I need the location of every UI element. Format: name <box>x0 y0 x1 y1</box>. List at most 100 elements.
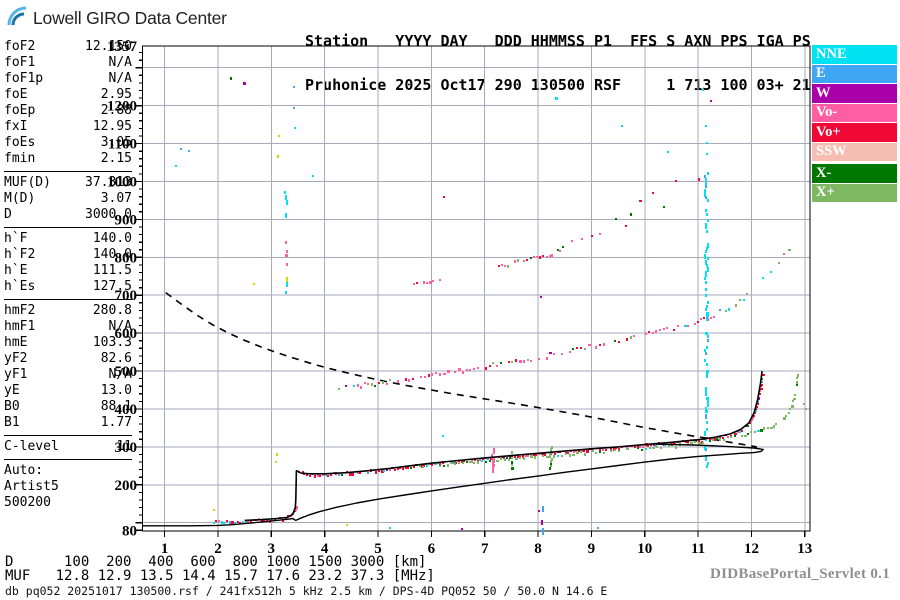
param-row-hmF1: hmF1 N/A <box>4 319 132 335</box>
param-label: hmF2 <box>4 303 36 318</box>
param-row-foF2: foF2 12.150 <box>4 39 132 55</box>
servlet-version-label: DIDBasePortal_Servlet 0.1 <box>710 566 890 582</box>
x-axis-tick-label: 1 <box>161 541 169 557</box>
param-label: C-level <box>4 439 59 454</box>
param-label: h`F2 <box>4 247 36 262</box>
legend-item-Vo: Vo- <box>812 103 897 122</box>
param-value: 127.5 <box>92 279 132 294</box>
legend-item-SSW: SSW <box>812 142 897 161</box>
param-row-MD: M(D) 3.07 <box>4 191 132 207</box>
station-header-values: Pruhonice 2025 Oct17 290 130500 RSF 1 71… <box>305 75 811 94</box>
param-value: N/A <box>108 71 132 86</box>
y-axis-tick-label: 900 <box>115 212 138 228</box>
param-value: 13.0 <box>100 383 132 398</box>
y-axis-tick-label: 300 <box>115 440 138 456</box>
y-axis-tick-label: 800 <box>115 250 138 266</box>
y-axis-tick-label: 1200 <box>107 99 137 115</box>
param-label: foEs <box>4 135 36 150</box>
param-row-hmE: hmE 103.3 <box>4 335 132 351</box>
x-axis-tick-label: 7 <box>481 541 489 557</box>
x-axis-tick-label: 12 <box>744 541 759 557</box>
param-label: foEp <box>4 103 36 118</box>
station-header: Station YYYY DAY DDD HHMMSS P1 FFS S AXN… <box>305 5 811 121</box>
param-label: fmin <box>4 151 36 166</box>
giro-logo: Lowell GIRO Data Center <box>6 4 227 32</box>
param-label: foE <box>4 87 28 102</box>
x-axis-tick-label: 4 <box>321 541 329 557</box>
param-label: B1 <box>4 415 20 430</box>
param-value: N/A <box>108 55 132 70</box>
param-value: 3.05 <box>100 135 132 150</box>
param-value: 3000.0 <box>85 207 132 222</box>
param-row-Clevel: C-level 11 <box>4 439 132 455</box>
param-label: h`E <box>4 263 28 278</box>
param-row-yF2: yF2 82.6 <box>4 351 132 367</box>
param-value: 140.0 <box>92 247 132 262</box>
y-axis-tick-label: 600 <box>115 326 138 342</box>
param-value: 11 <box>116 439 132 454</box>
param-label: foF1 <box>4 55 36 70</box>
param-row-hF: h`F 140.0 <box>4 231 132 247</box>
panel-separator <box>4 227 132 228</box>
param-value: 88.1 <box>100 399 132 414</box>
panel-separator <box>4 171 132 172</box>
param-label: fxI <box>4 119 28 134</box>
x-axis-tick-label: 10 <box>637 541 652 557</box>
param-label: M(D) <box>4 191 36 206</box>
y-axis-tick-label: 700 <box>115 288 138 304</box>
param-label: hmE <box>4 335 28 350</box>
param-row-foEp: foEp 2.88 <box>4 103 132 119</box>
param-value: 280.8 <box>92 303 132 318</box>
param-value: 2.15 <box>100 151 132 166</box>
param-row-foE: foE 2.95 <box>4 87 132 103</box>
measurement-db-line: db pq052 20251017 130500.rsf / 241fx512h… <box>5 584 608 598</box>
param-value: 103.3 <box>92 335 132 350</box>
param-label: yF2 <box>4 351 28 366</box>
param-label: foF2 <box>4 39 36 54</box>
y-axis-tick-label: 1000 <box>107 174 137 190</box>
param-value: 37.313 <box>85 175 132 190</box>
param-value: 140.0 <box>92 231 132 246</box>
y-axis-tick-label: 1357 <box>107 39 138 55</box>
param-value: N/A <box>108 367 132 382</box>
y-axis-tick-label: 80 <box>122 523 137 539</box>
param-row-D: D 3000.0 <box>4 207 132 223</box>
autoscaling-info-line: 500200 <box>4 495 51 510</box>
param-row-hmF2: hmF2 280.8 <box>4 303 132 319</box>
param-label: hmF1 <box>4 319 36 334</box>
x-axis-tick-label: 11 <box>691 541 705 557</box>
param-row-B1: B1 1.77 <box>4 415 132 431</box>
x-axis-tick-label: 6 <box>428 541 436 557</box>
x-axis-tick-label: 13 <box>797 541 812 557</box>
param-label: D <box>4 207 12 222</box>
param-row-fmin: fmin 2.15 <box>4 151 132 167</box>
y-axis-tick-label: 1100 <box>108 137 137 153</box>
param-value: 3.07 <box>100 191 132 206</box>
param-row-hE: h`E 111.5 <box>4 263 132 279</box>
param-label: h`Es <box>4 279 36 294</box>
param-row-MUFD: MUF(D) 37.313 <box>4 175 132 191</box>
autoscaling-info-line: Artist5 <box>4 479 59 494</box>
logo-title: Lowell GIRO Data Center <box>33 7 227 28</box>
param-value: 2.88 <box>100 103 132 118</box>
param-value: N/A <box>108 319 132 334</box>
param-value: 111.5 <box>92 263 132 278</box>
ionogram-parameter-panel: foF2 12.150 foF1 N/A foF1p N/A foE 2.95 foEp 2.88… <box>4 39 132 511</box>
panel-separator <box>4 299 132 300</box>
param-value: 82.6 <box>100 351 132 366</box>
param-row-foEs: foEs 3.05 <box>4 135 132 151</box>
param-row-B0: B0 88.1 <box>4 399 132 415</box>
param-value: 1.77 <box>100 415 132 430</box>
x-axis-tick-label: 2 <box>214 541 222 557</box>
param-label: yF1 <box>4 367 28 382</box>
giro-wave-icon <box>6 4 30 32</box>
x-axis-tick-label: 3 <box>268 541 276 557</box>
panel-separator <box>4 435 132 436</box>
param-label: h`F <box>4 231 28 246</box>
param-label: B0 <box>4 399 20 414</box>
legend-item-E: E <box>812 64 897 83</box>
x-axis-tick-label: 9 <box>588 541 596 557</box>
direction-legend: NNE E W Vo- Vo+ SSW X- X+ <box>812 45 897 203</box>
